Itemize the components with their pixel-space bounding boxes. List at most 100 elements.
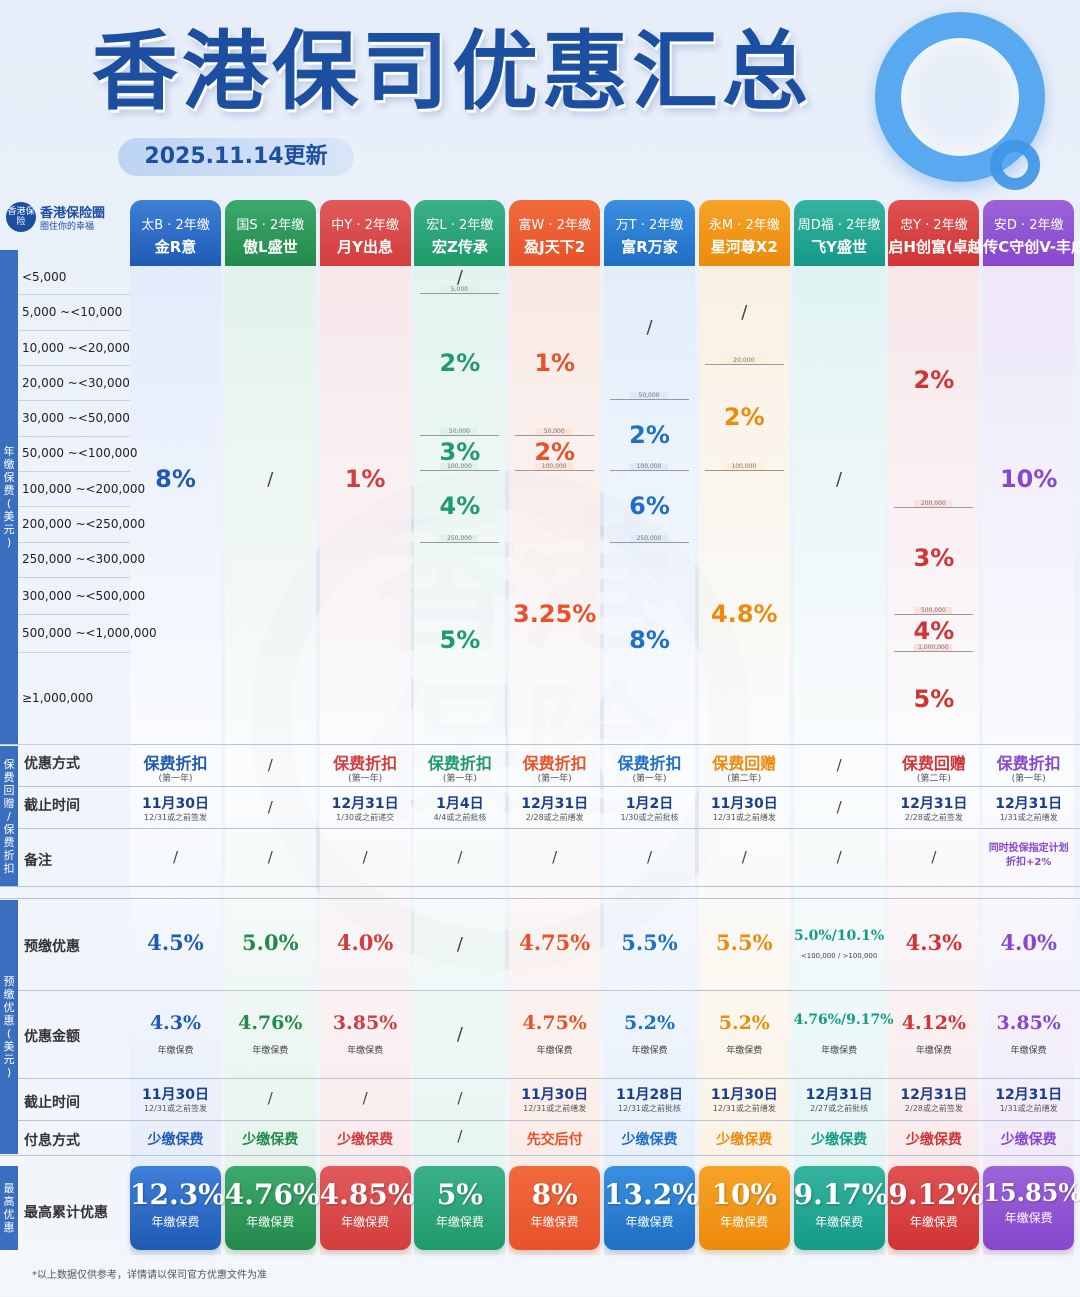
tier-boundary-line bbox=[420, 470, 500, 471]
product-header[interactable]: 忠Y · 2年缴 启H创富(卓越) bbox=[888, 200, 990, 266]
discount-method-sub: (第一年) bbox=[537, 774, 572, 784]
note: / bbox=[931, 848, 937, 866]
company-name: 富W · 2年缴 bbox=[518, 218, 591, 233]
deadline: 11月30日 bbox=[710, 796, 778, 812]
prepay-deadline-sub: 12/31或之前缮发 bbox=[712, 1104, 776, 1113]
prepay-deadline: 12月31日 bbox=[805, 1087, 873, 1103]
prepay-deadline: / bbox=[267, 1089, 273, 1107]
page-title: 香港保司优惠汇总 bbox=[92, 22, 812, 122]
max-discount-sub: 年缴保费 bbox=[246, 1215, 295, 1229]
discount-method: / bbox=[267, 756, 273, 774]
product-header[interactable]: 安D · 2年缴传C守创V-丰成 bbox=[983, 200, 1080, 266]
product-header[interactable]: 中Y · 2年缴 月Y出息 bbox=[319, 200, 411, 266]
deadline-sub: 1/30或之前递交 bbox=[336, 813, 395, 822]
tier-value: 3% bbox=[913, 544, 955, 572]
tier-boundary-line bbox=[704, 364, 784, 365]
premium-range-label: 50,000 ~<100,000 bbox=[22, 446, 138, 460]
column-bg bbox=[698, 200, 790, 1255]
prepay-rate: / bbox=[456, 934, 463, 955]
max-discount-value: 9.17% bbox=[793, 1178, 889, 1211]
max-discount-value: 10% bbox=[711, 1178, 778, 1211]
row-divider bbox=[0, 1078, 1080, 1079]
premium-range-label: 10,000 ~<20,000 bbox=[22, 341, 130, 355]
range-divider bbox=[18, 436, 130, 437]
payment-method: 少缴保费 bbox=[147, 1132, 204, 1148]
prepay-deadline-sub: 2/28或之前签发 bbox=[904, 1104, 963, 1113]
max-discount-value: 9.12% bbox=[888, 1178, 984, 1211]
max-discount-value: 5% bbox=[436, 1178, 483, 1211]
deadline: 12月31日 bbox=[900, 796, 968, 812]
product-header[interactable]: 宏L · 2年缴 宏Z传承 bbox=[414, 200, 506, 266]
tier-value: 1% bbox=[344, 465, 386, 493]
discount-method-sub: (第一年) bbox=[442, 774, 477, 784]
tier-value: / bbox=[456, 267, 463, 288]
discount-amount: 4.76%/9.17% bbox=[793, 1012, 894, 1028]
company-name: 忠Y · 2年缴 bbox=[900, 218, 968, 233]
deadline: 12月31日 bbox=[521, 796, 589, 812]
deadline-sub: 12/31或之前缮发 bbox=[712, 813, 776, 822]
max-discount-card: 12.3% 年缴保费 bbox=[130, 1166, 225, 1250]
prepay-rate: 4.0% bbox=[1000, 930, 1057, 955]
tier-value: 1% bbox=[534, 349, 576, 377]
tier-boundary-line bbox=[704, 470, 784, 471]
product-header[interactable]: 万T · 2年缴 富R万家 bbox=[604, 200, 695, 266]
payment-method: 少缴保费 bbox=[716, 1132, 773, 1148]
tier-value: 4% bbox=[913, 617, 955, 645]
product-header[interactable]: 国S · 2年缴 傲L盛世 bbox=[224, 200, 316, 266]
prepay-rate: 4.3% bbox=[905, 930, 963, 955]
product-header[interactable]: 太B · 2年缴 金R意 bbox=[130, 200, 221, 266]
prepay-deadline: 12月31日 bbox=[995, 1087, 1063, 1103]
company-name: 安D · 2年缴 bbox=[993, 218, 1064, 233]
brand-logo: 香港保险 香港保险圈 圈住你的幸福 bbox=[6, 202, 128, 234]
discount-amount: 5.2% bbox=[718, 1012, 770, 1034]
deadline-sub: 2/28或之前签发 bbox=[904, 813, 963, 822]
tier-boundary-line bbox=[515, 470, 595, 471]
deadline: 12月31日 bbox=[331, 796, 399, 812]
discount-method: 保费折扣 bbox=[996, 754, 1061, 773]
column-bg bbox=[983, 200, 1075, 1255]
range-divider bbox=[18, 330, 130, 331]
note: / bbox=[457, 848, 463, 866]
max-discount-sub: 年缴保费 bbox=[909, 1215, 958, 1229]
premium-range-label: 200,000 ~<250,000 bbox=[22, 517, 146, 531]
tier-value: 3.25% bbox=[513, 600, 597, 628]
logo-slogan: 圈住你的幸福 bbox=[40, 222, 95, 232]
max-discount-value: 4.85% bbox=[319, 1178, 415, 1211]
tier-boundary-label: 100,000 bbox=[535, 463, 574, 470]
max-discount-sub: 年缴保费 bbox=[341, 1215, 390, 1229]
prepay-deadline-sub: 1/31或之前缮发 bbox=[999, 1104, 1058, 1113]
max-discount-card: 5% 年缴保费 bbox=[414, 1166, 506, 1250]
tier-boundary-label: 5,000 bbox=[440, 286, 479, 293]
product-name: 月Y出息 bbox=[337, 238, 394, 256]
discount-amount-sub: 年缴保费 bbox=[536, 1046, 573, 1056]
company-name: 太B · 2年缴 bbox=[141, 218, 210, 233]
tier-value: / bbox=[836, 469, 843, 490]
discount-amount: 4.75% bbox=[522, 1012, 587, 1034]
premium-range-label: 100,000 ~<200,000 bbox=[22, 482, 146, 496]
product-name: 星河尊X2 bbox=[710, 238, 778, 256]
row-divider bbox=[0, 744, 1080, 745]
prepay-rate: 4.5% bbox=[147, 930, 204, 955]
product-header[interactable]: 富W · 2年缴 盈J天下2 bbox=[509, 200, 601, 266]
logo-name: 香港保险圈 bbox=[40, 206, 106, 221]
premium-range-label: 30,000 ~<50,000 bbox=[22, 411, 130, 425]
discount-method: 保费折扣 bbox=[427, 754, 492, 773]
prepay-deadline-sub: 12/31或之前批核 bbox=[617, 1104, 682, 1113]
range-divider bbox=[18, 506, 130, 507]
tier-value: 6% bbox=[629, 492, 670, 520]
product-header[interactable]: 永M · 2年缴 星河尊X2 bbox=[698, 200, 790, 266]
product-header[interactable]: 周D福 · 2年缴 飞Y盛世 bbox=[793, 200, 885, 266]
discount-method: 保费折扣 bbox=[333, 754, 398, 773]
tier-boundary-line bbox=[610, 542, 689, 543]
tier-value: 8% bbox=[155, 465, 196, 493]
row-divider bbox=[0, 786, 1080, 787]
tier-value: 4% bbox=[439, 492, 481, 520]
tier-boundary-label: 50,000 bbox=[440, 428, 479, 435]
payment-method: 少缴保费 bbox=[337, 1132, 394, 1148]
tier-boundary-line bbox=[515, 435, 595, 436]
company-name: 永M · 2年缴 bbox=[708, 218, 780, 233]
deadline: 11月30日 bbox=[142, 796, 209, 812]
column-bg bbox=[414, 200, 506, 1255]
product-name: 传C守创V-丰成 bbox=[983, 238, 1080, 256]
discount-method: 保费回赠 bbox=[901, 754, 966, 773]
